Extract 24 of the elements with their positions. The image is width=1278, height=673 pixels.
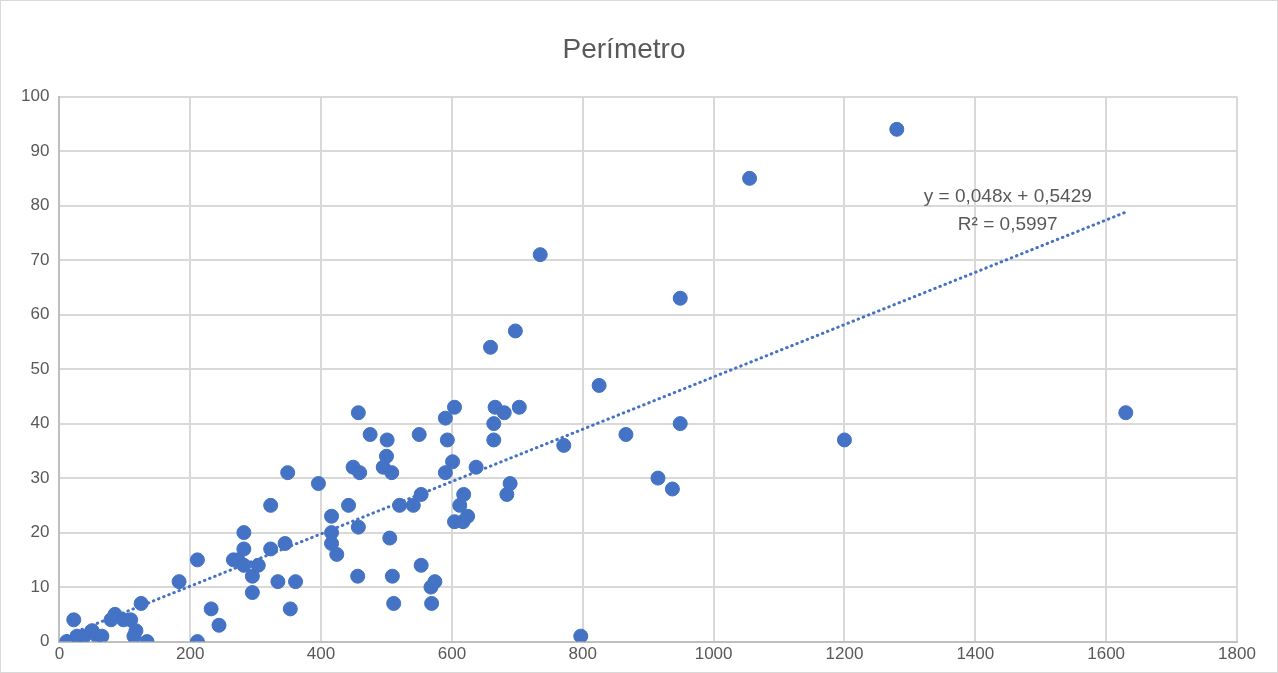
x-tick-label: 1200 [825, 644, 864, 664]
y-tick-label: 30 [30, 467, 50, 487]
x-tick-label: 600 [437, 644, 467, 664]
y-tick-label: 60 [30, 304, 50, 324]
y-tick-label: 50 [30, 358, 50, 378]
y-tick-label: 10 [30, 576, 50, 596]
y-tick-label: 70 [30, 249, 50, 269]
annotation: y = 0,048x + 0,5429 [923, 185, 1092, 207]
x-tick-label: 400 [306, 644, 336, 664]
x-tick-label: 1800 [1218, 644, 1256, 664]
y-tick-label: 20 [30, 522, 50, 542]
x-tick-label: 200 [176, 644, 205, 664]
y-tick-label: 80 [30, 195, 50, 215]
x-tick-label: 1600 [1087, 644, 1126, 664]
y-tick-label: 40 [30, 413, 50, 433]
y-tick-label: 0 [39, 631, 50, 651]
y-tick-label: 90 [30, 140, 50, 160]
y-tick-label: 100 [20, 86, 50, 106]
annotation: R² = 0,5997 [957, 213, 1058, 235]
x-tick-label: 1400 [956, 644, 995, 664]
chart-title: Perímetro [562, 32, 686, 64]
x-tick-label: 0 [54, 644, 65, 664]
x-tick-label: 1000 [694, 644, 733, 664]
x-tick-label: 800 [568, 644, 597, 664]
